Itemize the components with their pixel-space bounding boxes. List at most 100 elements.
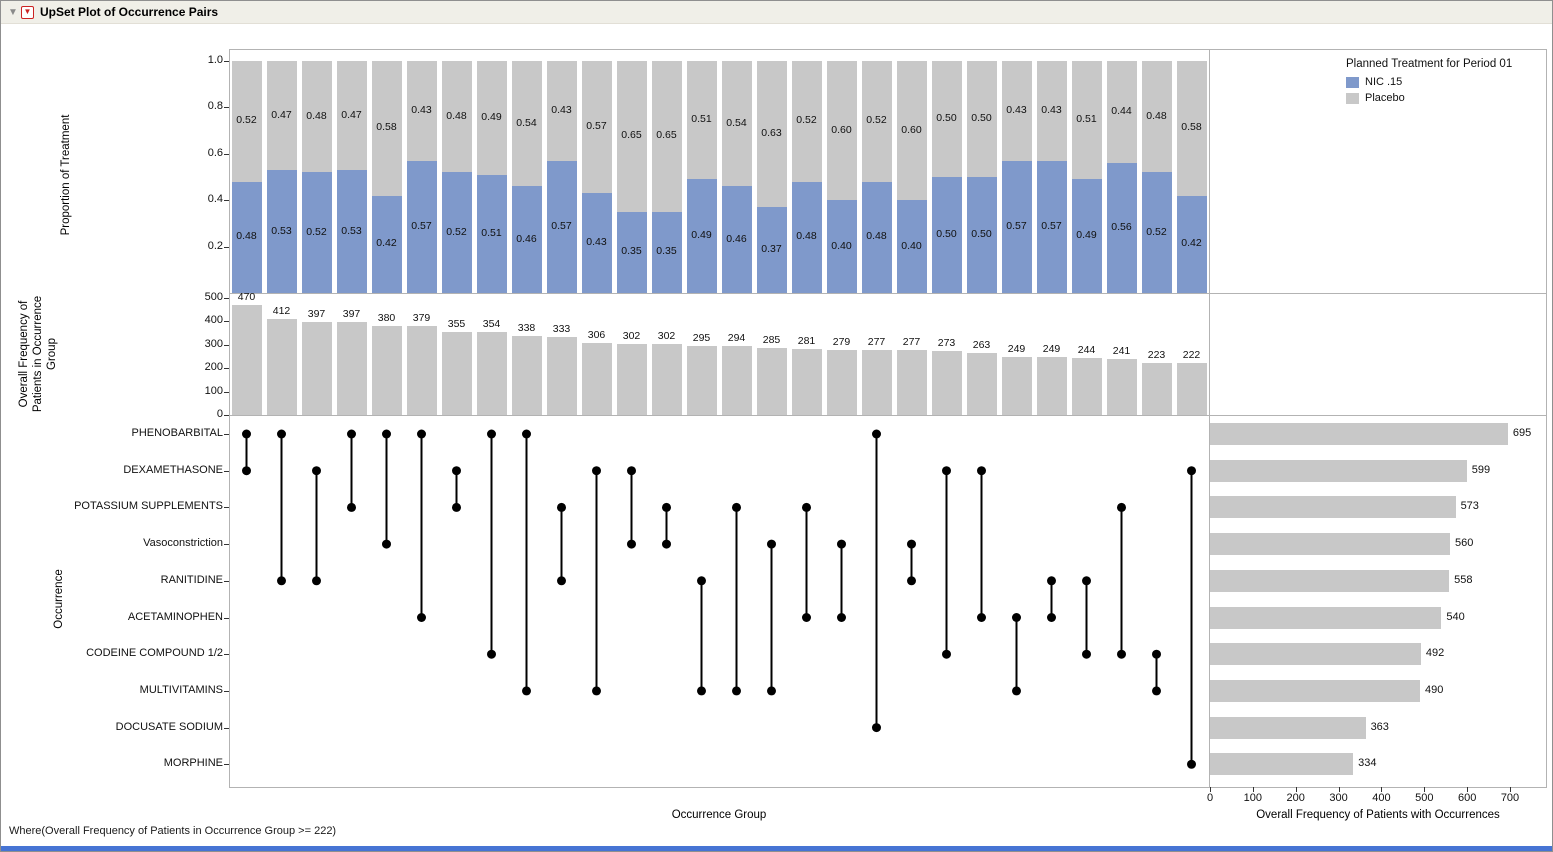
pair-dot[interactable] [1187,759,1196,769]
pair-dot[interactable] [1047,576,1056,586]
pair-dot[interactable] [382,429,391,439]
pair-dot[interactable] [942,649,951,659]
legend-item-placebo[interactable]: Placebo [1346,92,1546,104]
placebo-bar-segment[interactable] [1106,61,1137,164]
pair-dot[interactable] [242,429,251,439]
placebo-bar-segment[interactable] [1176,61,1207,196]
nic15-bar-segment[interactable] [651,211,682,293]
placebo-bar-segment[interactable] [966,61,997,177]
placebo-bar-segment[interactable] [511,61,542,187]
placebo-bar-segment[interactable] [546,61,577,161]
nic15-bar-segment[interactable] [1071,179,1102,293]
pair-dot[interactable] [312,466,321,476]
frequency-bar[interactable] [231,305,262,415]
placebo-bar-segment[interactable] [1141,61,1172,173]
placebo-bar-segment[interactable] [1071,61,1102,180]
placebo-bar-segment[interactable] [896,61,927,201]
placebo-bar-segment[interactable] [931,61,962,177]
pair-dot[interactable] [662,502,671,512]
pair-dot[interactable] [977,613,986,622]
frequency-bar[interactable] [1071,357,1102,415]
total-bar[interactable] [1210,716,1366,739]
pair-dot[interactable] [767,539,776,549]
pair-dot[interactable] [732,686,741,696]
frequency-bar[interactable] [441,331,472,415]
legend-item-nic15[interactable]: NIC .15 [1346,76,1546,88]
pair-dot[interactable] [767,686,776,696]
pair-dot[interactable] [522,686,531,696]
nic15-bar-segment[interactable] [1141,172,1172,293]
pair-dot[interactable] [487,649,496,659]
placebo-bar-segment[interactable] [826,61,857,201]
frequency-bar[interactable] [301,322,332,415]
pair-dot[interactable] [1012,613,1021,622]
pair-dot[interactable] [592,686,601,696]
total-bar[interactable] [1210,423,1508,445]
frequency-bar[interactable] [1036,356,1067,415]
pair-dot[interactable] [837,539,846,549]
pair-dot[interactable] [732,502,741,512]
frequency-bar[interactable] [791,349,822,415]
pair-dot[interactable] [627,539,636,549]
nic15-bar-segment[interactable] [1036,160,1067,293]
placebo-bar-segment[interactable] [476,61,507,175]
frequency-bar[interactable] [406,326,437,415]
nic15-bar-segment[interactable] [441,172,472,293]
pair-dot[interactable] [557,502,566,512]
pair-dot[interactable] [802,502,811,512]
placebo-bar-segment[interactable] [756,61,787,208]
pair-dot[interactable] [977,466,986,476]
placebo-bar-segment[interactable] [231,61,262,182]
frequency-bar[interactable] [966,353,997,415]
total-bar[interactable] [1210,496,1456,519]
nic15-bar-segment[interactable] [721,186,752,293]
nic15-bar-segment[interactable] [371,195,402,293]
frequency-bar[interactable] [721,346,752,415]
placebo-bar-segment[interactable] [371,61,402,196]
placebo-bar-segment[interactable] [266,61,297,171]
pair-dot[interactable] [347,429,356,439]
placebo-bar-segment[interactable] [686,61,717,180]
placebo-bar-segment[interactable] [406,61,437,161]
pair-dot[interactable] [1152,686,1161,696]
pair-dot[interactable] [1152,649,1161,659]
nic15-bar-segment[interactable] [266,170,297,293]
nic15-bar-segment[interactable] [791,181,822,293]
pair-dot[interactable] [522,429,531,439]
frequency-bar[interactable] [476,332,507,415]
nic15-bar-segment[interactable] [1106,163,1137,293]
frequency-bar[interactable] [546,337,577,415]
total-bar[interactable] [1210,753,1354,776]
nic15-bar-segment[interactable] [476,174,507,293]
total-bar[interactable] [1210,606,1442,629]
nic15-bar-segment[interactable] [546,160,577,293]
pair-dot[interactable] [872,429,881,439]
red-triangle-menu-icon[interactable]: ▼ [21,5,34,19]
frequency-bar[interactable] [1106,358,1137,415]
pair-dot[interactable] [627,466,636,476]
placebo-bar-segment[interactable] [441,61,472,173]
pair-dot[interactable] [277,429,286,439]
nic15-bar-segment[interactable] [756,207,787,293]
placebo-bar-segment[interactable] [616,61,647,212]
frequency-bar[interactable] [1141,362,1172,415]
pair-dot[interactable] [1117,649,1126,659]
frequency-bar[interactable] [686,345,717,415]
nic15-bar-segment[interactable] [826,200,857,293]
placebo-bar-segment[interactable] [336,61,367,171]
disclosure-triangle-icon[interactable]: ▼ [8,6,18,18]
pair-dot[interactable] [557,576,566,586]
pair-dot[interactable] [942,466,951,476]
total-bar[interactable] [1210,643,1421,666]
pair-dot[interactable] [592,466,601,476]
pair-dot[interactable] [907,539,916,549]
pair-dot[interactable] [417,613,426,622]
frequency-bar[interactable] [581,343,612,415]
pair-dot[interactable] [907,576,916,586]
placebo-bar-segment[interactable] [1001,61,1032,161]
nic15-bar-segment[interactable] [616,211,647,293]
frequency-bar[interactable] [931,351,962,415]
placebo-bar-segment[interactable] [651,61,682,212]
placebo-bar-segment[interactable] [861,61,892,182]
pair-dot[interactable] [347,502,356,512]
